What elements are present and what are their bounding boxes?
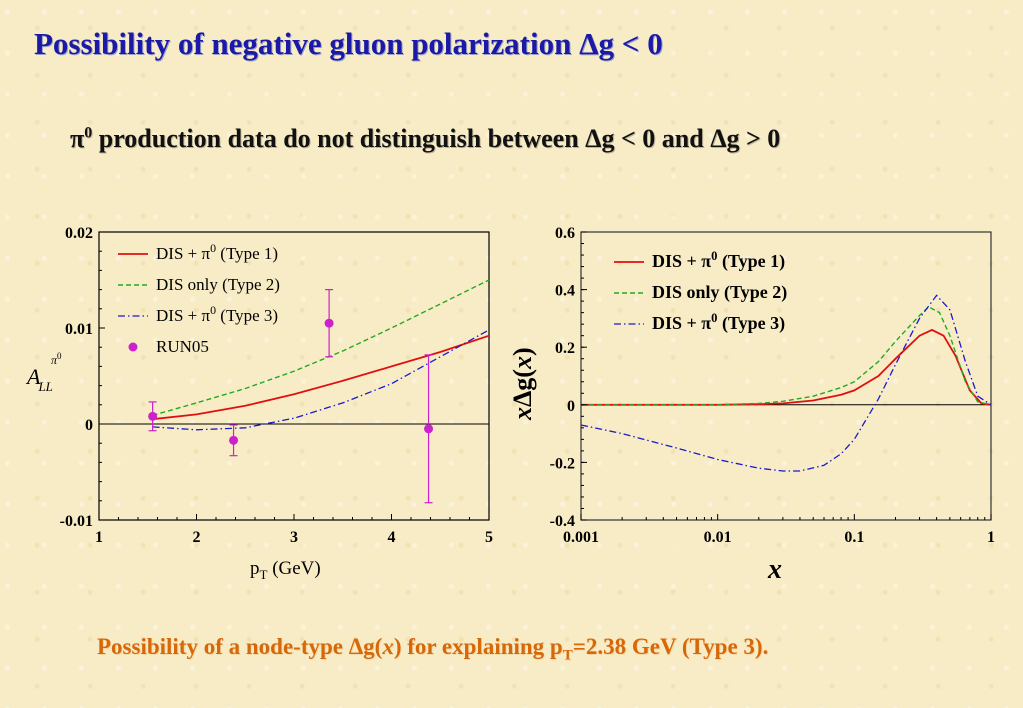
legend-label-text: DIS only (Type 2)	[156, 275, 280, 294]
run05-point	[148, 411, 158, 421]
legend-label-text: DIS + π	[156, 244, 210, 263]
left-ylabel-sub: LL	[37, 379, 52, 394]
legend-label: RUN05	[156, 337, 209, 356]
left-xlabel-p: p	[250, 558, 260, 579]
run05-point	[424, 424, 434, 434]
legend-label-rest: (Type 1)	[216, 244, 278, 263]
legend-marker-run05	[128, 342, 138, 352]
run05-point	[324, 318, 334, 328]
legend-label: DIS + π0 (Type 3)	[156, 303, 278, 325]
x-tick-label: 3	[290, 529, 298, 546]
caption-b: ) for explaining p	[393, 634, 563, 659]
y-tick-label: 0	[85, 417, 93, 434]
subtitle-text: production data do not distinguish betwe…	[92, 124, 781, 153]
y-tick-label: -0.01	[60, 513, 93, 530]
left-xlabel: pT (GeV)	[250, 558, 321, 582]
left-ylabel-sup: π	[51, 353, 58, 367]
caption-a: Possibility of a node-type Δg(	[97, 634, 383, 659]
legend-label-rest: (Type 3)	[216, 306, 278, 325]
legend-label-sup: 0	[210, 241, 216, 255]
y-tick-label: 0.02	[65, 225, 93, 242]
x-tick-label: 2	[193, 529, 201, 546]
legend-label: DIS + π0 (Type 1)	[156, 241, 278, 263]
legend-label-sup: 0	[210, 303, 216, 317]
slide-caption: Possibility of a node-type Δg(x) for exp…	[97, 634, 768, 665]
y-tick-label: 0.01	[65, 321, 93, 338]
x-tick-label: 4	[388, 529, 396, 546]
series-line-dashed	[152, 279, 490, 417]
legend-label-text: DIS + π	[156, 306, 210, 325]
legend-label: DIS only (Type 2)	[156, 275, 280, 294]
x-tick-label: 1	[95, 529, 103, 546]
caption-x: x	[382, 634, 394, 659]
caption-sub: T	[562, 647, 573, 664]
legend-label-text: RUN05	[156, 337, 209, 356]
slide-subtitle: π0 production data do not distinguish be…	[70, 124, 780, 154]
caption-c: =2.38 GeV (Type 3).	[572, 634, 769, 659]
x-tick-label: 5	[485, 529, 493, 546]
slide-title: Possibility of negative gluon polarizati…	[34, 26, 663, 61]
left-xlabel-sub: T	[260, 567, 268, 582]
left-ylabel: ALL π0	[25, 351, 62, 394]
run05-point	[229, 435, 239, 445]
series-line-dashdot	[152, 329, 490, 431]
left-ylabel-sup0: 0	[57, 351, 62, 361]
left-xlabel-rest: (GeV)	[267, 558, 320, 579]
left-ylabel-a: A	[25, 364, 41, 389]
subtitle-pi: π	[70, 124, 85, 153]
subtitle-sup: 0	[84, 124, 93, 142]
